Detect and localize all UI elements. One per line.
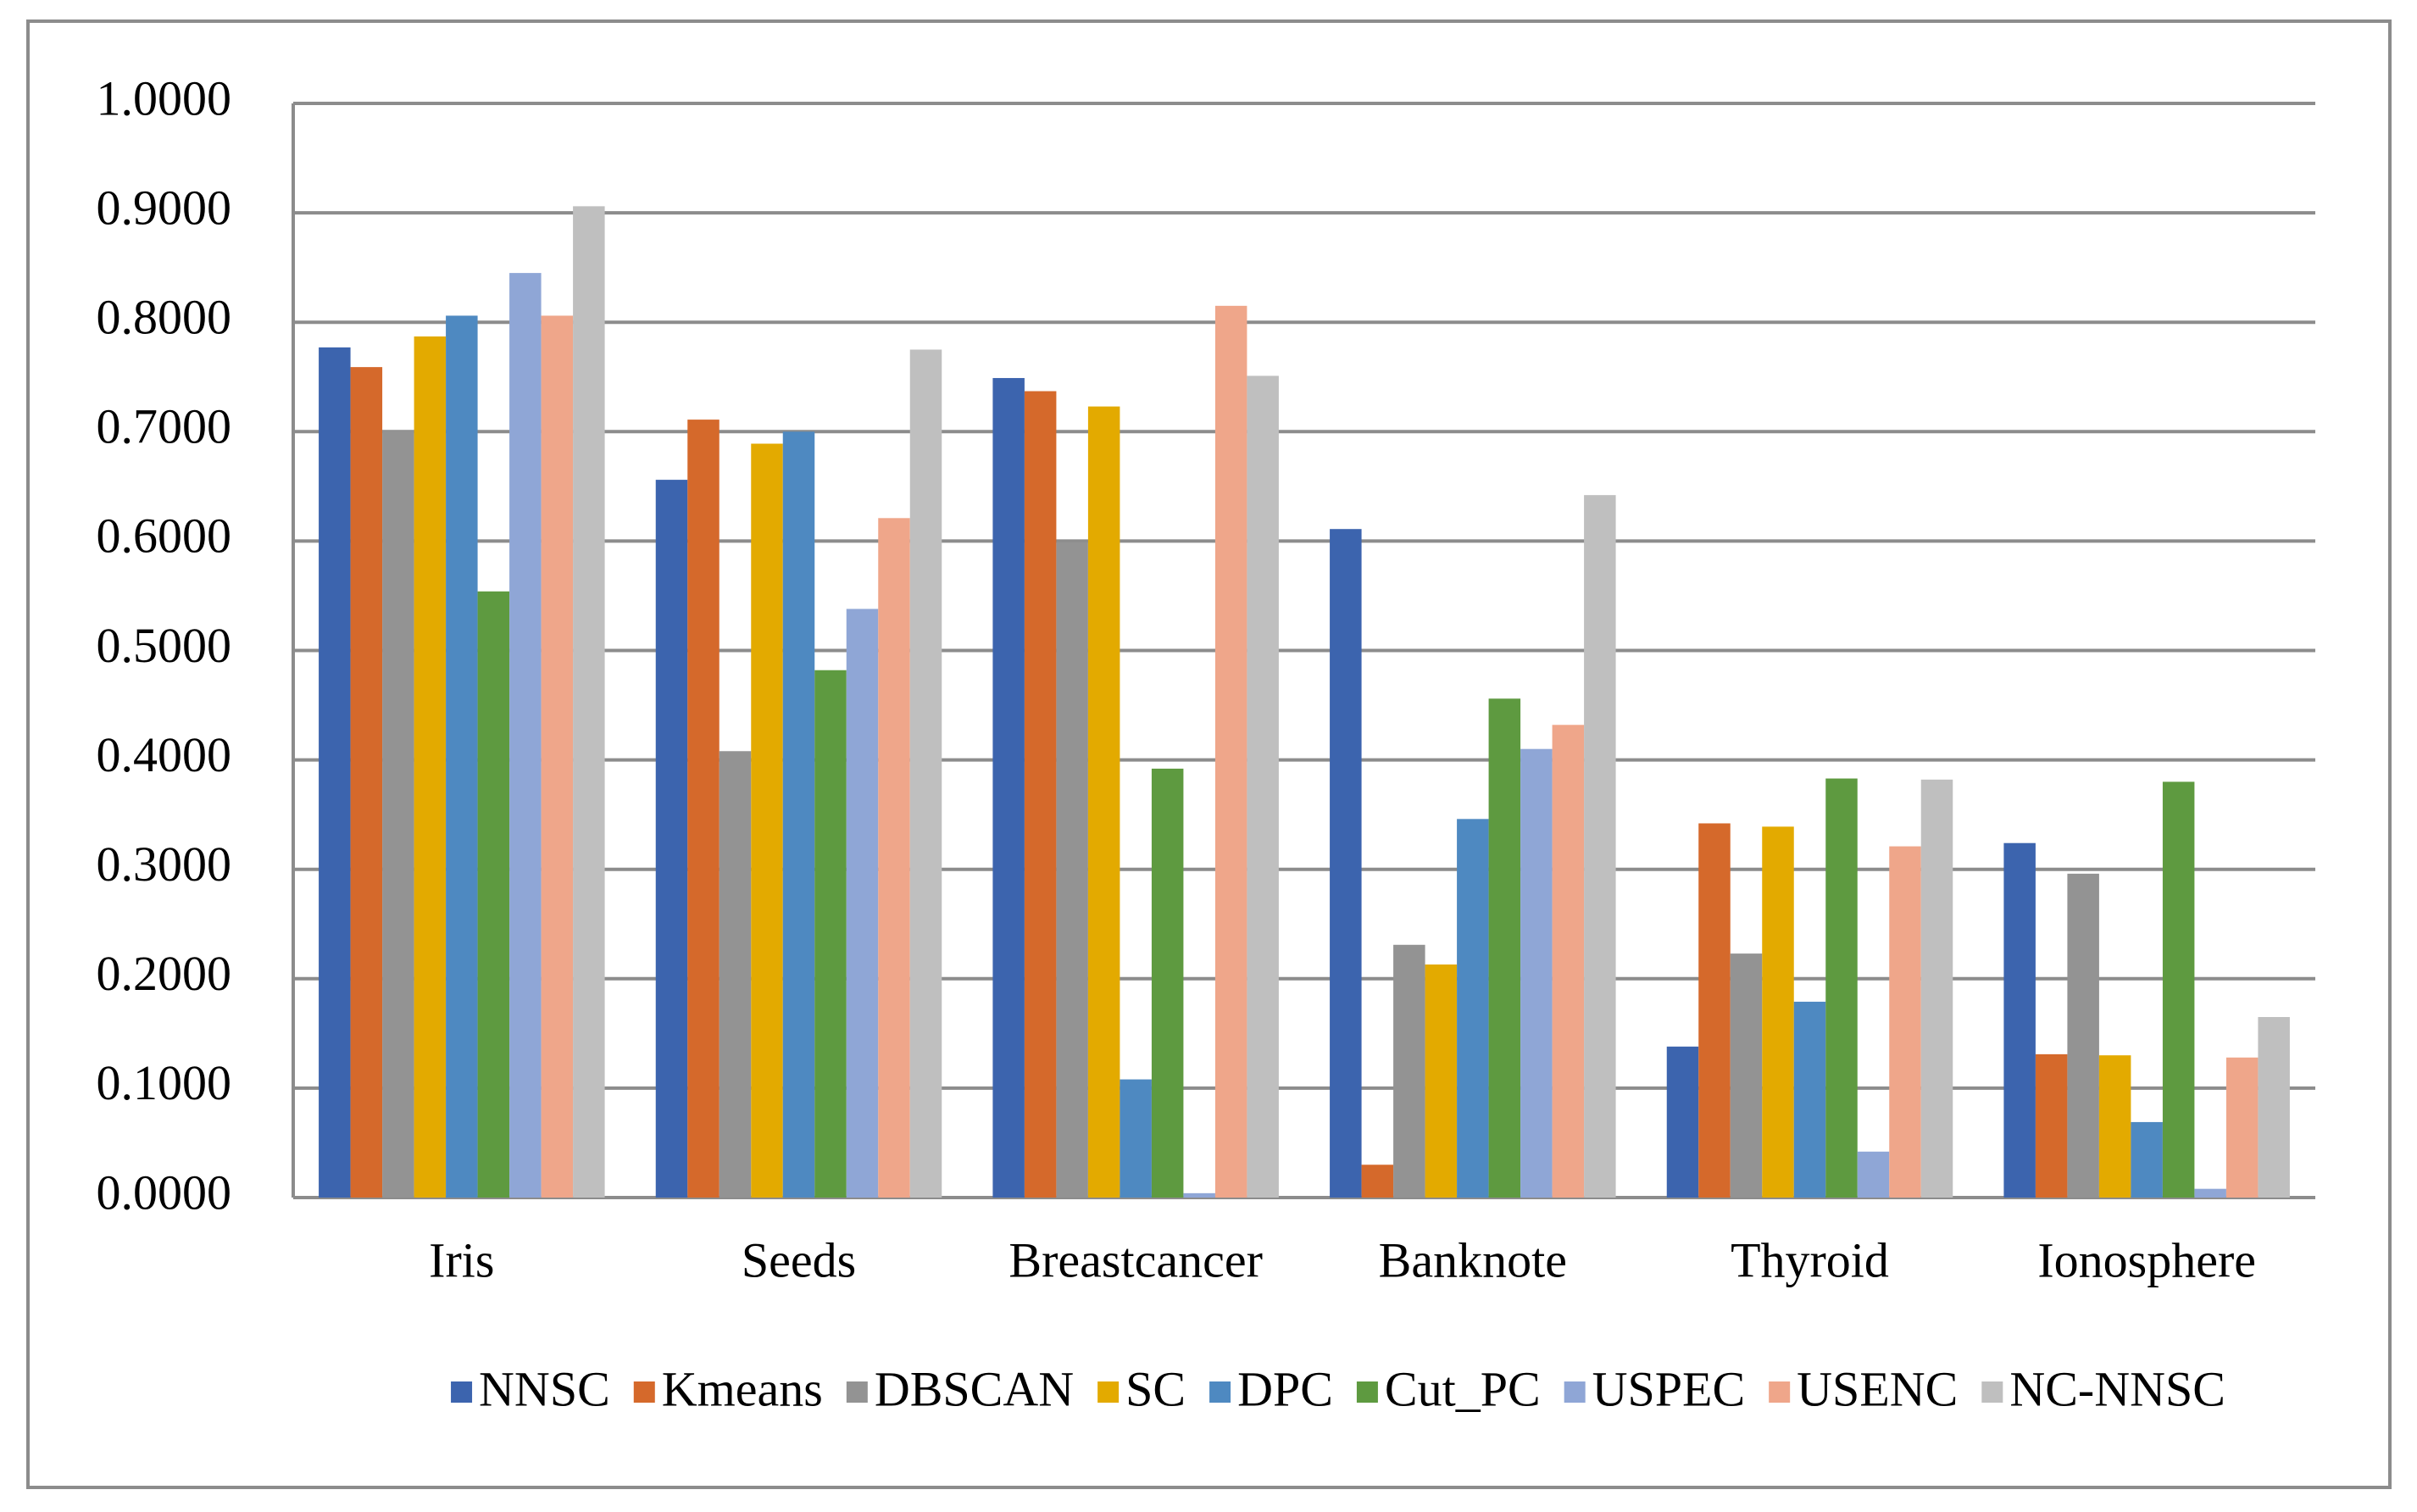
bar — [1584, 495, 1616, 1198]
bar — [782, 431, 815, 1198]
y-tick-label: 0.0000 — [97, 1165, 232, 1220]
legend-label: NC-NNSC — [2009, 1361, 2225, 1416]
bar — [1520, 748, 1553, 1198]
legend-label: Cut_PC — [1385, 1361, 1541, 1416]
bar — [1151, 768, 1184, 1198]
bar — [878, 518, 910, 1198]
x-tick-label: Breastcancer — [1008, 1232, 1262, 1287]
bar — [2162, 781, 2195, 1198]
bar — [446, 315, 478, 1198]
bar — [1920, 779, 1953, 1198]
legend-label: DPC — [1237, 1361, 1333, 1416]
y-tick-label: 0.9000 — [97, 180, 232, 235]
x-tick-label: Seeds — [742, 1232, 856, 1287]
bar — [1793, 1001, 1826, 1198]
bar — [719, 751, 752, 1198]
bar — [2035, 1053, 2068, 1198]
y-tick-label: 1.0000 — [97, 70, 232, 125]
x-tick-label: Thyroid — [1731, 1232, 1889, 1287]
legend-swatch — [1209, 1381, 1231, 1403]
legend-swatch — [1356, 1381, 1378, 1403]
bar — [477, 591, 510, 1198]
bar — [992, 378, 1025, 1198]
y-tick-label: 0.4000 — [97, 727, 232, 782]
bar — [2098, 1055, 2131, 1198]
bar — [1730, 953, 1763, 1198]
bar — [1889, 846, 1921, 1198]
bar — [751, 443, 783, 1198]
y-tick-label: 0.2000 — [97, 946, 232, 1001]
bar — [2258, 1016, 2290, 1198]
y-tick-label: 0.6000 — [97, 509, 232, 564]
bar — [382, 431, 414, 1198]
bar — [2225, 1057, 2259, 1198]
bar — [2194, 1188, 2226, 1198]
bar — [1330, 529, 1362, 1198]
bar — [1425, 964, 1458, 1198]
bar — [909, 349, 942, 1198]
x-tick-label: Iris — [429, 1232, 494, 1287]
bar — [509, 273, 542, 1198]
bar — [350, 367, 383, 1198]
legend-label: NNSC — [479, 1361, 610, 1416]
bar — [814, 670, 847, 1198]
legend-label: DBSCAN — [875, 1361, 1074, 1416]
bar — [1087, 406, 1120, 1198]
bar — [2131, 1121, 2163, 1198]
y-tick-label: 0.8000 — [97, 290, 232, 345]
legend-label: USENC — [1797, 1361, 1958, 1416]
bar — [1361, 1165, 1394, 1198]
legend-swatch — [451, 1381, 473, 1403]
legend-swatch — [1564, 1381, 1586, 1403]
bar — [1393, 944, 1425, 1198]
legend-label: Kmeans — [662, 1361, 823, 1416]
legend-swatch — [1097, 1381, 1120, 1403]
bar — [1488, 698, 1521, 1198]
bar — [687, 420, 720, 1198]
bar — [1825, 778, 1858, 1198]
bar — [1666, 1046, 1699, 1198]
bar — [573, 206, 605, 1198]
legend-swatch — [633, 1381, 655, 1403]
bar — [1024, 391, 1057, 1198]
bar — [846, 609, 879, 1198]
bar — [2067, 873, 2099, 1198]
legend-label: USPEC — [1592, 1361, 1746, 1416]
bar — [655, 480, 688, 1198]
legend-swatch — [846, 1381, 868, 1403]
x-tick-label: Banknote — [1379, 1232, 1567, 1287]
y-tick-label: 0.3000 — [97, 837, 232, 892]
x-tick-label: Ionosphere — [2037, 1232, 2256, 1287]
legend-label: SC — [1125, 1361, 1186, 1416]
bar — [1247, 375, 1279, 1198]
bar — [1552, 725, 1585, 1198]
y-tick-label: 0.5000 — [97, 618, 232, 673]
y-tick-label: 0.7000 — [97, 399, 232, 454]
legend-swatch — [1981, 1381, 2003, 1403]
bar — [319, 347, 351, 1198]
bar — [1762, 826, 1794, 1198]
bar — [1857, 1151, 1890, 1198]
bar — [1183, 1192, 1215, 1198]
legend-swatch — [1769, 1381, 1791, 1403]
y-tick-label: 0.1000 — [97, 1055, 232, 1110]
bar — [1457, 819, 1489, 1198]
bar — [1214, 305, 1247, 1198]
bar — [414, 336, 447, 1198]
bar — [2003, 842, 2036, 1198]
bar — [1698, 823, 1731, 1198]
bar — [1056, 542, 1088, 1198]
bar — [541, 315, 574, 1198]
bar — [1120, 1079, 1152, 1198]
